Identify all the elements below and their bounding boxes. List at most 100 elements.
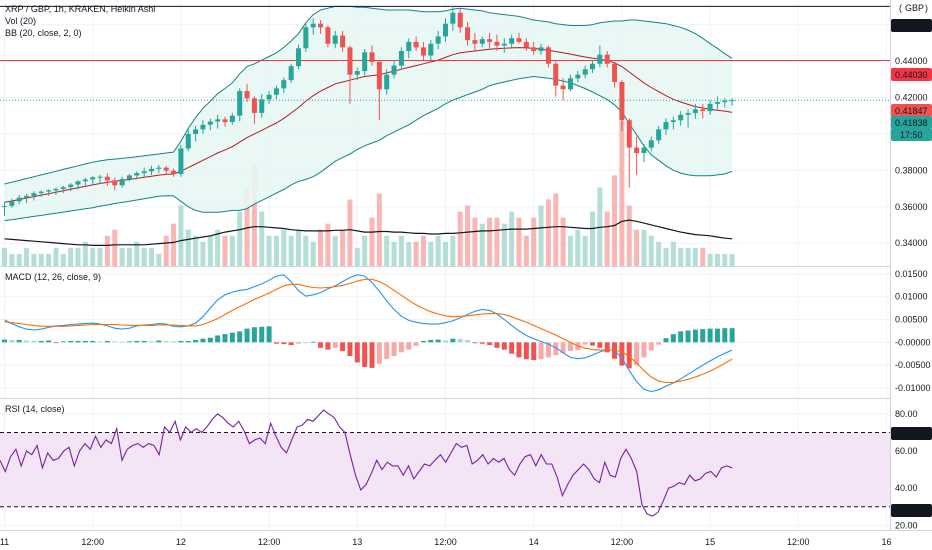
volume-bar — [2, 247, 7, 266]
candle-body — [722, 100, 728, 103]
volume-bar — [53, 247, 59, 266]
alert-price-label[interactable]: 0.44030 — [891, 68, 932, 81]
macd-histogram-bar — [531, 342, 537, 361]
volume-bar — [207, 235, 213, 266]
macd-histogram-bar — [273, 342, 279, 344]
price-tick-label: 0.42000 — [895, 92, 928, 102]
volume-bar — [178, 205, 184, 266]
ha-close-text: 0.41838 — [895, 118, 928, 128]
volume-bar — [24, 247, 30, 266]
candle-body — [391, 65, 397, 75]
volume-bar — [90, 247, 96, 266]
volume-bar — [420, 235, 426, 266]
candle-body — [590, 63, 595, 70]
candle-body — [406, 41, 412, 52]
volume-bar — [347, 199, 353, 266]
macd-histogram-bar — [251, 327, 257, 343]
macd-histogram-bar — [126, 341, 132, 343]
rsi-pane[interactable] — [0, 409, 890, 517]
rsi-lower-label[interactable]: 30.00 — [891, 504, 932, 517]
candle-body — [612, 63, 618, 82]
candle-body — [16, 197, 22, 202]
macd-histogram-bar — [428, 340, 434, 343]
countdown-label[interactable]: 17:50 — [891, 128, 932, 141]
volume-bar — [457, 211, 463, 266]
high-price-text: 0.47000 — [895, 21, 928, 31]
volume-bar — [251, 163, 257, 266]
candle-body — [376, 61, 382, 90]
price-pane[interactable] — [0, 5, 890, 266]
volume-bar — [369, 217, 375, 266]
macd-pane[interactable] — [2, 274, 735, 393]
macd-histogram-bar — [244, 328, 250, 343]
macd-histogram-bar — [663, 338, 669, 343]
candle-body — [68, 184, 74, 188]
macd-histogram-bar — [156, 340, 162, 343]
macd-histogram-bar — [545, 342, 551, 358]
macd-histogram-bar — [457, 339, 463, 343]
macd-histogram-bar — [163, 340, 169, 343]
candle-body — [545, 47, 551, 64]
candle-body — [678, 114, 684, 121]
countdown-text: 17:50 — [900, 130, 923, 140]
ha-close-label[interactable]: 0.41838 — [891, 116, 932, 129]
svg-text:): ) — [925, 3, 928, 13]
macd-histogram-bar — [700, 329, 706, 343]
rsi-tick-label: 80.00 — [895, 409, 918, 419]
candle-body — [700, 109, 706, 112]
high-price-label[interactable]: 0.47000 — [891, 19, 932, 32]
volume-bar — [126, 247, 132, 266]
volume-bar — [538, 205, 544, 266]
macd-histogram-bar — [281, 342, 287, 345]
macd-histogram-bar — [369, 342, 375, 368]
candle-body — [648, 140, 654, 148]
volume-bar — [391, 241, 397, 266]
candle-body — [626, 120, 632, 148]
volume-bar — [200, 241, 206, 266]
currency-label[interactable]: GBP ( ) — [893, 1, 930, 14]
bb-legend: BB (20, close, 2, 0) — [5, 28, 82, 38]
rsi-upper-text: 70.00 — [898, 429, 921, 439]
rsi-upper-label[interactable]: 70.00 — [891, 427, 932, 440]
currency-text: GBP — [905, 3, 924, 13]
macd-histogram-bar — [443, 340, 448, 343]
volume-bar — [82, 241, 88, 266]
volume-bar — [487, 217, 493, 266]
volume-bar — [428, 241, 434, 266]
candle-body — [229, 115, 235, 123]
rsi-line — [0, 409, 733, 517]
volume-bar — [156, 253, 162, 266]
macd-histogram-bar — [237, 331, 243, 343]
last-price-label[interactable]: 0.41847 — [891, 104, 932, 117]
volume-bar — [296, 229, 301, 266]
candle-body — [428, 43, 434, 56]
time-tick-label: 12:00 — [258, 537, 281, 547]
time-tick-label: 12:00 — [787, 537, 810, 547]
volume-bar — [354, 247, 360, 266]
volume-bar — [700, 247, 706, 266]
volume-bar — [288, 235, 294, 266]
macd-histogram-bar — [2, 339, 7, 343]
macd-histogram-bar — [141, 340, 147, 343]
rsi-legend: RSI (14, close) — [5, 404, 65, 414]
candle-body — [259, 99, 265, 113]
candle-body — [443, 23, 448, 37]
time-tick-label: 12 — [176, 537, 186, 547]
macd-histogram-bar — [626, 342, 632, 369]
macd-histogram-bar — [149, 341, 154, 343]
volume-bar — [119, 247, 125, 266]
volume-bar — [104, 235, 110, 266]
macd-histogram-bar — [398, 342, 404, 353]
macd-histogram-bar — [288, 342, 294, 346]
candle-body — [457, 12, 463, 28]
volume-bar — [663, 247, 669, 266]
macd-histogram-bar — [435, 339, 441, 343]
candle-body — [325, 27, 331, 44]
candle-body — [193, 129, 199, 134]
candle-body — [112, 180, 118, 186]
volume-bar — [384, 235, 390, 266]
bb-upper-line — [4, 5, 733, 185]
time-axis[interactable]: 1112:001212:001312:001412:001512:001612:… — [0, 537, 932, 547]
macd-histogram-bar — [31, 340, 37, 343]
